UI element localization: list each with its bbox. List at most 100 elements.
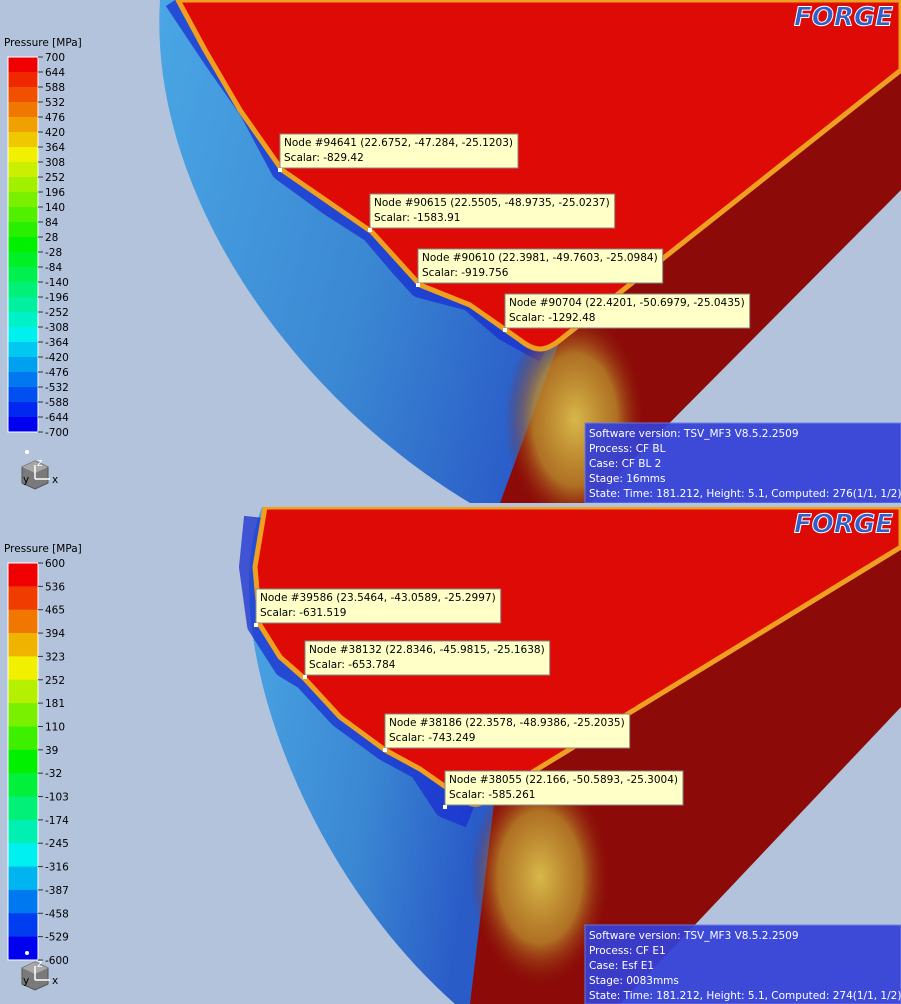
info-line: Software version: TSV_MF3 V8.5.2.2509 [589,930,799,942]
axis-label-z: z [37,457,43,469]
legend-label: 364 [45,142,65,154]
legend-band [8,703,38,727]
triad-dot [25,450,29,454]
annotation-scalar: Scalar: -919.756 [422,267,509,279]
legend-label: -644 [45,412,69,424]
legend-band [8,192,38,208]
info-line: State: Time: 181.212, Height: 5.1, Compu… [589,488,901,500]
info-line: State: Time: 181.212, Height: 5.1, Compu… [589,990,901,1002]
legend-band [8,610,38,634]
legend-band [8,222,38,238]
triad-dot [25,951,29,955]
legend-band [8,162,38,178]
legend-label: -364 [45,337,69,349]
annotation-scalar: Scalar: -1292.48 [509,312,595,324]
legend-label: 39 [45,745,58,757]
axis-label-x: x [52,474,58,486]
legend-band [8,726,38,750]
legend-label: 532 [45,97,65,109]
annotation-anchor [303,675,307,679]
annotation-scalar: Scalar: -653.784 [309,659,396,671]
legend-label: -600 [45,955,69,967]
legend-band [8,750,38,774]
legend-band [8,87,38,103]
legend-band [8,867,38,891]
annotation-anchor [383,748,387,752]
legend-label: 465 [45,605,65,617]
legend-label: -700 [45,427,69,439]
axis-label-z: z [37,958,43,970]
annotation: Node #90610 (22.3981, -49.7603, -25.0984… [416,249,663,287]
annotation: Node #38132 (22.8346, -45.9815, -25.1638… [303,641,550,679]
annotation: Node #90704 (22.4201, -50.6979, -25.0435… [503,294,750,332]
legend-label: 536 [45,581,65,593]
legend-band [8,890,38,914]
annotation-anchor [443,805,447,809]
legend-label: 588 [45,82,65,94]
legend-band [8,132,38,148]
annotation: Node #90615 (22.5505, -48.9735, -25.0237… [368,194,615,232]
legend-title: Pressure [MPa] [4,37,82,49]
info-line: Process: CF E1 [589,945,666,957]
legend-band [8,177,38,193]
annotation-node: Node #90704 (22.4201, -50.6979, -25.0435… [509,297,745,309]
legend-band [8,237,38,253]
legend-band [8,372,38,388]
annotation-anchor [254,623,258,627]
legend-band [8,402,38,418]
legend-label: -84 [45,262,62,274]
legend-label: -420 [45,352,69,364]
legend-band [8,72,38,88]
legend-label: -387 [45,885,69,897]
legend-band [8,102,38,118]
legend-label: -32 [45,768,62,780]
info-line: Stage: 16mms [589,473,666,485]
legend-band [8,633,38,657]
annotation: Node #38055 (22.166, -50.5893, -25.3004)… [443,771,683,809]
axis-label-y: y [23,474,29,486]
annotation-scalar: Scalar: -829.42 [284,152,364,164]
legend-label: 181 [45,698,65,710]
legend-label: -140 [45,277,69,289]
logo: FORGE [794,3,893,33]
legend-label: 420 [45,127,65,139]
annotation-node: Node #38055 (22.166, -50.5893, -25.3004) [449,774,678,786]
legend-label: 28 [45,232,58,244]
legend-label: -28 [45,247,62,259]
legend-band [8,327,38,343]
legend-band [8,147,38,163]
legend-label: -245 [45,838,69,850]
legend-label: 644 [45,67,65,79]
legend-label: 323 [45,651,65,663]
legend-band [8,656,38,680]
legend-band [8,357,38,373]
info-line: Process: CF BL [589,443,666,455]
annotation-node: Node #90615 (22.5505, -48.9735, -25.0237… [374,197,610,209]
legend-band [8,937,38,961]
legend-label: 252 [45,675,65,687]
axis-label-x: x [52,975,58,987]
annotation-node: Node #38186 (22.3578, -48.9386, -25.2035… [389,717,625,729]
annotation: Node #94641 (22.6752, -47.284, -25.1203)… [278,134,518,172]
legend-band [8,563,38,587]
legend-label: -174 [45,815,69,827]
annotation: Node #39586 (23.5464, -43.0589, -25.2997… [254,589,501,627]
annotation-anchor [278,168,282,172]
panel-separator [0,503,901,507]
legend-label: 196 [45,187,65,199]
legend-band [8,207,38,223]
legend-label: -252 [45,307,69,319]
annotation-scalar: Scalar: -743.249 [389,732,475,744]
info-line: Case: Esf E1 [589,960,654,972]
annotation-node: Node #90610 (22.3981, -49.7603, -25.0984… [422,252,658,264]
legend-label: -532 [45,382,69,394]
legend-band [8,117,38,133]
legend-band [8,843,38,867]
legend-label: 476 [45,112,65,124]
legend-label: -196 [45,292,69,304]
legend-label: -476 [45,367,69,379]
legend-band [8,417,38,433]
legend-band [8,252,38,268]
